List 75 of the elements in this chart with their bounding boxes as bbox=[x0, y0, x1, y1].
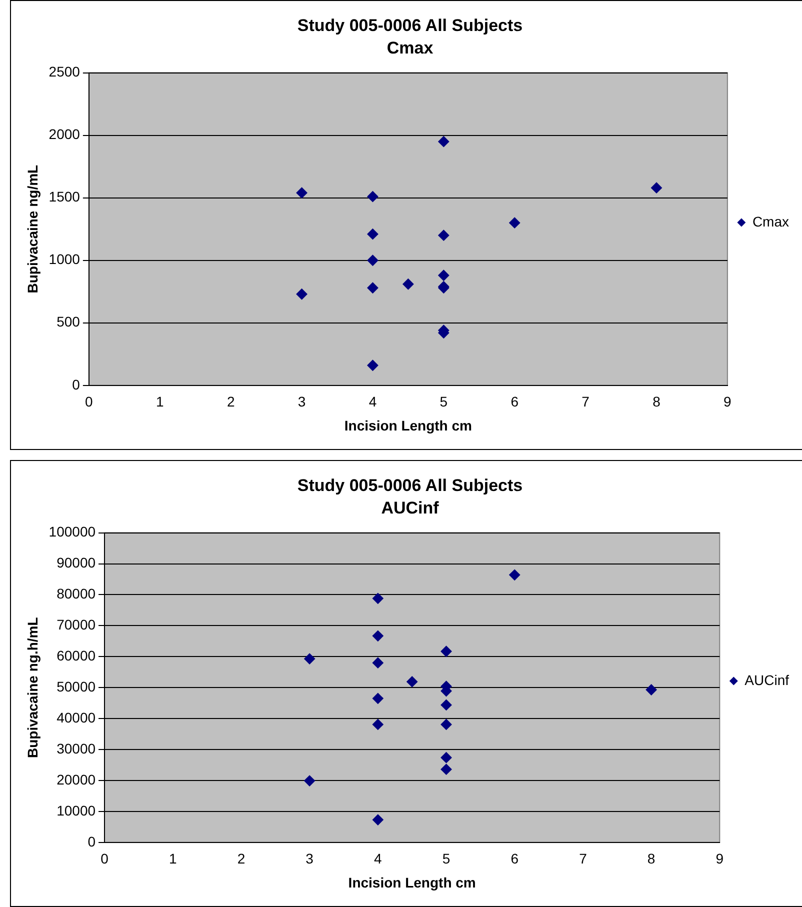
chart-subtitle: Cmax bbox=[386, 38, 434, 58]
y-tick-label: 1500 bbox=[48, 188, 80, 205]
point bbox=[440, 699, 452, 710]
y-tick-label: 80000 bbox=[56, 586, 96, 602]
y-tick-label: 0 bbox=[72, 376, 80, 392]
x-tick-label: 2 bbox=[226, 394, 235, 410]
y-tick-label: 20000 bbox=[56, 771, 96, 788]
point bbox=[367, 254, 378, 266]
x-tick-label: 3 bbox=[298, 394, 306, 410]
point bbox=[372, 592, 384, 604]
y-tick-label: 10000 bbox=[56, 802, 96, 818]
y-axis-title: Bupivacaine ng.h/mL bbox=[24, 616, 40, 758]
y-tick-label: 50000 bbox=[56, 678, 96, 694]
x-tick-label: 9 bbox=[716, 850, 724, 867]
point bbox=[372, 630, 384, 642]
chart-title: Study 005-0006 All Subjects bbox=[297, 16, 523, 35]
x-tick-label: 4 bbox=[374, 850, 382, 867]
point bbox=[367, 360, 378, 371]
chart-subtitle: AUCinf bbox=[381, 498, 440, 518]
point bbox=[296, 187, 308, 198]
x-tick-label: 4 bbox=[368, 394, 377, 410]
point bbox=[650, 182, 662, 194]
point bbox=[646, 684, 657, 696]
point bbox=[509, 217, 520, 228]
point bbox=[296, 288, 308, 300]
point bbox=[438, 230, 450, 241]
chart-title: Study 005-0006 All Subjects bbox=[297, 476, 523, 495]
point bbox=[367, 228, 378, 240]
point bbox=[438, 270, 450, 281]
point bbox=[509, 569, 520, 580]
x-tick-label: 7 bbox=[582, 394, 590, 410]
point bbox=[372, 692, 384, 704]
x-tick-label: 1 bbox=[156, 394, 164, 410]
y-tick-label: 60000 bbox=[56, 648, 96, 664]
x-tick-label: 3 bbox=[306, 850, 314, 867]
x-tick-label: 6 bbox=[510, 394, 519, 410]
y-tick-label: 90000 bbox=[56, 554, 96, 571]
point bbox=[440, 752, 452, 764]
y-tick-label: 0 bbox=[88, 833, 96, 850]
x-tick-label: 7 bbox=[579, 850, 588, 867]
x-axis-title: Incision Length cm bbox=[348, 874, 476, 890]
point bbox=[372, 814, 384, 826]
point bbox=[372, 718, 384, 730]
y-tick-label: 1000 bbox=[48, 251, 80, 268]
x-tick-label: 1 bbox=[168, 850, 177, 867]
y-tick-label: 40000 bbox=[56, 709, 96, 726]
x-tick-label: 8 bbox=[652, 394, 661, 410]
x-tick-label: 0 bbox=[100, 850, 109, 867]
y-tick-label: 30000 bbox=[56, 740, 96, 756]
y-tick-label: 70000 bbox=[56, 616, 96, 633]
point bbox=[440, 646, 452, 657]
point bbox=[367, 282, 378, 294]
point bbox=[402, 278, 414, 290]
point bbox=[304, 653, 316, 664]
point bbox=[304, 775, 316, 786]
point bbox=[367, 191, 378, 202]
point bbox=[440, 718, 452, 730]
y-tick-label: 500 bbox=[56, 314, 80, 330]
x-axis-title: Incision Length cm bbox=[344, 417, 472, 434]
y-tick-label: 2500 bbox=[48, 64, 80, 80]
point bbox=[440, 764, 452, 775]
x-tick-label: 6 bbox=[510, 850, 519, 867]
point bbox=[406, 676, 418, 688]
x-tick-label: 2 bbox=[237, 850, 246, 867]
x-tick-label: 8 bbox=[647, 850, 656, 867]
y-axis-title: Bupivacaine ng/mL bbox=[24, 164, 40, 294]
y-tick-label: 2000 bbox=[48, 126, 80, 142]
y-tick-label: 100000 bbox=[48, 524, 96, 540]
x-tick-label: 9 bbox=[724, 394, 732, 410]
point bbox=[438, 136, 450, 148]
point bbox=[372, 657, 384, 668]
legend-label: AUCinf bbox=[744, 672, 790, 688]
x-tick-label: 5 bbox=[442, 850, 450, 867]
x-tick-label: 5 bbox=[440, 394, 448, 410]
legend-label: Cmax bbox=[752, 213, 790, 230]
